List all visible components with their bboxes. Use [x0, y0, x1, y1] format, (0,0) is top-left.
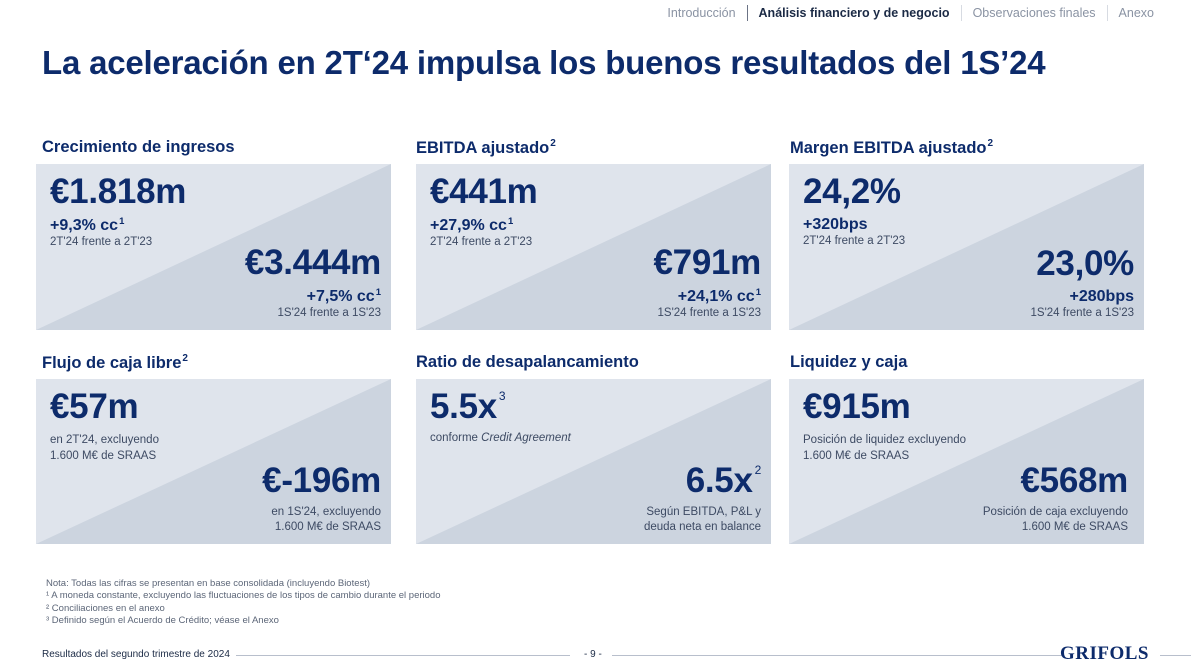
kpi-half-change: +7,5% cc1: [306, 287, 381, 306]
footnote-marker: 1: [507, 216, 514, 228]
kpi-half-note: Según EBITDA, P&L y deuda neta en balanc…: [643, 505, 761, 534]
kpi-top-block: 5.5x 3 conforme Credit Agreement: [430, 387, 571, 447]
kpi-half-change: +280bps: [1069, 288, 1134, 306]
kpi-half-note: Posición de caja excluyendo 1.600 M€ de …: [982, 505, 1128, 534]
footer-rule-left: [42, 655, 570, 656]
kpi-quarter-value: 24,2%: [803, 172, 901, 211]
kpi-quarter-change: +27,9% cc1: [430, 216, 514, 235]
kpi-quarter-note: 2T'24 frente a 2T'23: [50, 236, 153, 249]
kpi-quarter-value: €915m: [803, 387, 911, 426]
footnote-3: ³ Definido según el Acuerdo de Crédito; …: [46, 615, 279, 627]
kpi-top-block: €441m +27,9% cc1 2T'24 frente a 2T'23: [430, 172, 538, 251]
kpi-half-value: €-196m: [262, 460, 381, 500]
card-diagonal-shade: [416, 164, 771, 330]
nav-divider: [1106, 5, 1108, 21]
card-diagonal-shade: [416, 379, 771, 544]
card-title-ratio: Ratio de desapalancamiento: [416, 353, 639, 371]
footnote-2: ² Conciliaciones en el anexo: [46, 602, 165, 614]
kpi-bottom-block: €568m Posición de caja excluyendo 1.600 …: [983, 461, 1128, 536]
kpi-half-value: €3.444m: [244, 243, 381, 283]
footnote-general: Nota: Todas las cifras se presentan en b…: [46, 578, 371, 589]
footnote-1: ¹ A moneda constante, excluyendo las flu…: [46, 590, 441, 602]
kpi-card-margen: 24,2% +320bps 2T'24 frente a 2T'23 23,0%…: [789, 164, 1144, 330]
kpi-half-note: en 1S'24, excluyendo 1.600 M€ de SRAAS: [271, 505, 381, 534]
kpi-quarter-note: conforme Credit Agreement: [430, 432, 571, 445]
kpi-half-value: 23,0%: [1036, 244, 1134, 284]
kpi-quarter-value: €1.818m: [50, 172, 187, 211]
nav-item-observaciones[interactable]: Observaciones finales: [972, 6, 1096, 20]
card-diagonal-shade: [789, 164, 1144, 330]
kpi-top-block: €915m Posición de liquidez excluyendo 1.…: [803, 387, 966, 464]
kpi-card-liquidez: €915m Posición de liquidez excluyendo 1.…: [789, 379, 1144, 544]
footnote-marker: 1: [119, 216, 125, 228]
card-title-ingresos: Crecimiento de ingresos: [42, 138, 235, 156]
kpi-half-change: +24,1% cc1: [677, 287, 761, 306]
kpi-bottom-block: €3.444m +7,5% cc1 1S'24 frente a 1S'23: [245, 243, 381, 322]
footnote-marker: 2: [182, 353, 188, 364]
footnote-marker: 2: [550, 138, 556, 149]
kpi-bottom-block: €791m +24,1% cc1 1S'24 frente a 1S'23: [653, 243, 762, 322]
card-title-margen: Margen EBITDA ajustado2: [790, 138, 994, 157]
kpi-quarter-note: en 2T'24, excluyendo 1.600 M€ de SRAAS: [50, 434, 159, 462]
kpi-half-note: 1S'24 frente a 1S'23: [657, 307, 762, 320]
footnotes: Nota: Todas las cifras se presentan en b…: [46, 578, 441, 627]
kpi-quarter-change: +9,3% cc1: [50, 216, 125, 235]
nav-item-introduccion[interactable]: Introducción: [667, 6, 736, 20]
card-title-ebitda: EBITDA ajustado2: [416, 138, 556, 157]
footer-rule-right: [1160, 655, 1191, 656]
card-diagonal-shade: [789, 379, 1144, 544]
kpi-top-block: 24,2% +320bps 2T'24 frente a 2T'23: [803, 172, 905, 250]
kpi-quarter-note: Posición de liquidez excluyendo 1.600 M€…: [803, 434, 967, 462]
footnote-marker: 3: [498, 389, 506, 403]
kpi-card-flujo: €57m en 2T'24, excluyendo 1.600 M€ de SR…: [36, 379, 391, 544]
page-title: La aceleración en 2T‘24 impulsa los buen…: [42, 44, 1046, 81]
card-diagonal-shade: [36, 164, 391, 330]
kpi-top-block: €1.818m +9,3% cc1 2T'24 frente a 2T'23: [50, 172, 186, 251]
kpi-half-value: €791m: [653, 243, 762, 283]
kpi-top-block: €57m en 2T'24, excluyendo 1.600 M€ de SR…: [50, 387, 159, 464]
nav-divider: [960, 5, 962, 21]
card-title-liquidez: Liquidez y caja: [790, 353, 908, 371]
footnote-marker: 2: [754, 462, 762, 477]
kpi-half-value: 6.5x 2: [685, 460, 762, 500]
footnote-marker: 1: [755, 287, 761, 299]
kpi-quarter-value: €57m: [50, 387, 139, 426]
kpi-card-ingresos: €1.818m +9,3% cc1 2T'24 frente a 2T'23 €…: [36, 164, 391, 330]
nav-divider: [746, 5, 748, 21]
footnote-marker: 1: [375, 287, 381, 299]
footer-report-title: Resultados del segundo trimestre de 2024: [42, 649, 236, 660]
kpi-half-note: 1S'24 frente a 1S'23: [277, 307, 382, 320]
kpi-half-note: 1S'24 frente a 1S'23: [1030, 307, 1135, 320]
card-diagonal-shade: [36, 379, 391, 544]
kpi-quarter-value: €441m: [430, 172, 538, 211]
kpi-bottom-block: 6.5x 2 Según EBITDA, P&L y deuda neta en …: [644, 461, 761, 536]
kpi-quarter-value: 5.5x 3: [430, 387, 506, 426]
kpi-half-value: €568m: [1020, 460, 1129, 500]
nav-item-anexo[interactable]: Anexo: [1118, 6, 1154, 20]
kpi-quarter-change: +320bps: [803, 216, 868, 234]
page-number: - 9 -: [584, 649, 602, 660]
kpi-quarter-note: 2T'24 frente a 2T'23: [803, 235, 906, 248]
section-nav: Introducción Análisis financiero y de ne…: [656, 5, 1165, 21]
kpi-card-ebitda: €441m +27,9% cc1 2T'24 frente a 2T'23 €7…: [416, 164, 771, 330]
kpi-bottom-block: 23,0% +280bps 1S'24 frente a 1S'23: [1031, 244, 1135, 322]
kpi-quarter-note: 2T'24 frente a 2T'23: [430, 236, 533, 249]
footer-rule-middle: [612, 655, 1062, 656]
card-title-flujo: Flujo de caja libre2: [42, 353, 188, 372]
nav-item-analisis[interactable]: Análisis financiero y de negocio: [758, 6, 950, 20]
grifols-logo: GRIFOLS: [1059, 643, 1149, 664]
kpi-bottom-block: €-196m en 1S'24, excluyendo 1.600 M€ de …: [262, 461, 381, 536]
footnote-marker: 2: [987, 138, 994, 149]
kpi-card-ratio: 5.5x 3 conforme Credit Agreement 6.5x 2 Se…: [416, 379, 771, 544]
